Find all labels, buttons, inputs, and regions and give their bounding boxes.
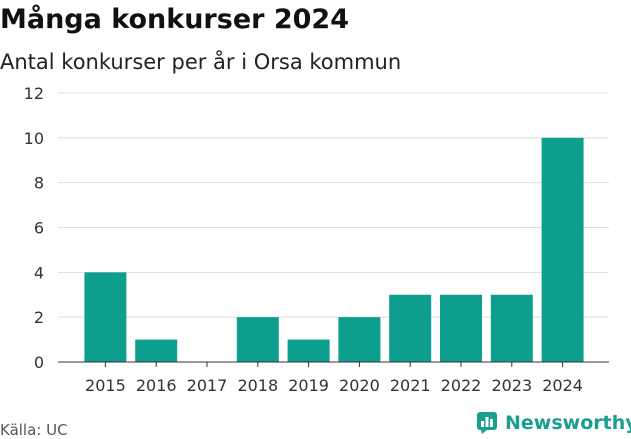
x-tick-label: 2018 — [237, 376, 278, 395]
brand: Newsworthy — [476, 409, 631, 437]
source-label: Källa: UC — [0, 421, 68, 439]
bar-2024 — [541, 137, 584, 362]
y-tick-label: 0 — [34, 353, 44, 372]
y-axis-ticks: 0 2 4 6 8 10 12 — [24, 84, 44, 372]
x-tick-label: 2016 — [136, 376, 177, 395]
chart-subtitle: Antal konkurser per år i Orsa kommun — [0, 50, 402, 74]
bar-2019 — [287, 339, 330, 362]
bar-2023 — [490, 294, 533, 362]
newsworthy-logo-icon — [477, 412, 497, 434]
chart-title: Många konkurser 2024 — [0, 4, 349, 35]
y-tick-label: 2 — [34, 308, 44, 327]
x-tick-label: 2023 — [491, 376, 532, 395]
x-tick-label: 2024 — [542, 376, 583, 395]
x-tick-label: 2020 — [339, 376, 380, 395]
x-axis-ticks: 2015 2016 2017 2018 2019 2020 2021 2022 2023 2024 — [85, 362, 583, 395]
bar-2021 — [389, 294, 432, 362]
y-tick-label: 6 — [34, 219, 44, 238]
bar-2015 — [84, 272, 127, 362]
x-tick-label: 2021 — [390, 376, 431, 395]
x-tick-label: 2022 — [441, 376, 482, 395]
grid-lines — [58, 92, 609, 318]
bars — [84, 137, 584, 362]
brand-name: Newsworthy — [505, 412, 631, 434]
bar-2020 — [338, 317, 381, 362]
x-tick-label: 2015 — [85, 376, 126, 395]
x-tick-label: 2017 — [187, 376, 228, 395]
x-tick-label: 2019 — [288, 376, 329, 395]
bar-2018 — [236, 317, 279, 362]
y-tick-label: 10 — [24, 129, 44, 148]
bar-2022 — [440, 294, 482, 362]
y-tick-label: 12 — [24, 84, 44, 103]
y-tick-label: 8 — [34, 174, 44, 193]
bar-2016 — [135, 339, 178, 362]
y-tick-label: 4 — [34, 263, 44, 282]
